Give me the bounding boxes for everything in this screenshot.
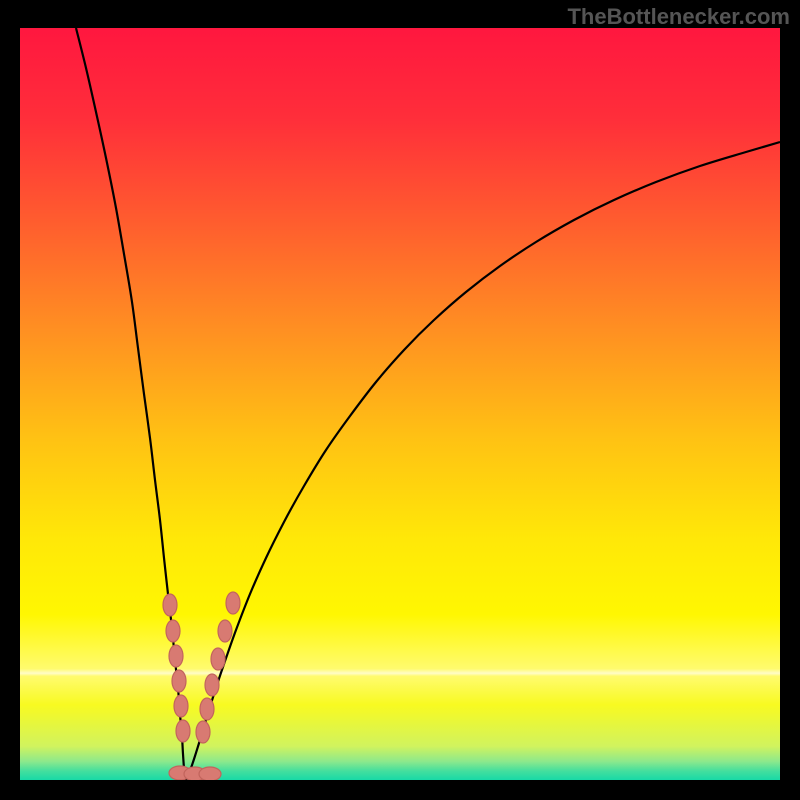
curve-right-branch [186, 142, 780, 780]
attribution-label: TheBottlenecker.com [567, 4, 790, 30]
marker-point [172, 670, 186, 692]
marker-point [211, 648, 225, 670]
marker-point [205, 674, 219, 696]
marker-point [196, 721, 210, 743]
curve-left-branch [76, 28, 186, 780]
marker-point [199, 767, 221, 780]
marker-point [200, 698, 214, 720]
marker-point [166, 620, 180, 642]
curve-layer [20, 28, 780, 780]
chart-container: TheBottlenecker.com [0, 0, 800, 800]
marker-point [176, 720, 190, 742]
markers-group [163, 592, 240, 780]
marker-point [226, 592, 240, 614]
plot-area [20, 28, 780, 780]
marker-point [169, 645, 183, 667]
marker-point [174, 695, 188, 717]
marker-point [163, 594, 177, 616]
marker-point [218, 620, 232, 642]
